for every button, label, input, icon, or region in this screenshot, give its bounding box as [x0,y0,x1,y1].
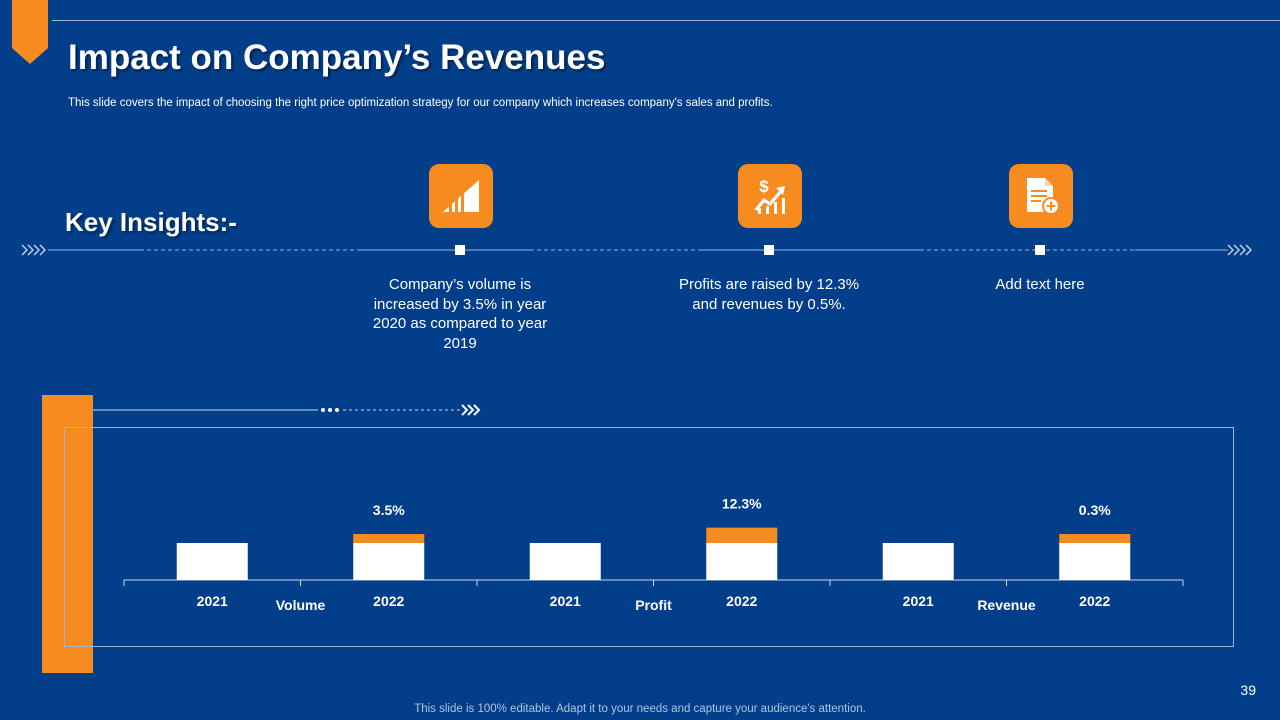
insight-profit-text: Profits are raised by 12.3% and revenues… [678,276,860,313]
bar-increase-volume-2022 [353,534,425,543]
accent-bar [42,395,93,673]
data-label-revenue: 0.3% [1079,502,1111,518]
footer-note: This slide is 100% editable. Adapt it to… [414,703,866,715]
chevrons-icon [461,404,481,416]
tick-label-year: 2021 [903,593,934,609]
top-divider [52,20,1280,21]
group-label-volume: Volume [276,597,326,613]
page-subtitle: This slide covers the impact of choosing… [68,97,773,109]
timeline [21,244,1252,256]
tick-label-year: 2021 [550,593,581,609]
growth-bars-icon [429,164,493,228]
data-label-profit: 12.3% [722,496,762,512]
page-title: Impact on Company’s Revenues [68,38,606,77]
bookmark-ribbon [12,0,48,64]
timeline-marker [455,245,465,255]
key-insights-heading: Key Insights:- [65,207,237,237]
data-label-volume: 3.5% [373,502,405,518]
bar-profit-2021 [529,543,601,580]
tick-label-year: 2022 [726,593,757,609]
page-number: 39 [1240,682,1256,698]
bar-increase-profit-2022 [706,527,778,543]
chart-decor-line [93,404,481,416]
timeline-left-chevrons-icon [21,244,46,256]
chart-frame [64,427,1234,647]
bar-volume-2021 [176,543,248,580]
svg-text:$: $ [759,177,769,196]
group-label-revenue: Revenue [977,597,1036,613]
insight-placeholder-text: Add text here [995,276,1085,293]
insight-volume-text: Company’s volume is increased by 3.5% in… [372,276,548,352]
document-add-icon [1009,164,1073,228]
bar-revenue-2021 [882,543,954,580]
timeline-right-chevrons-icon [1227,244,1252,256]
timeline-marker [1035,245,1045,255]
tick-label-year: 2022 [373,593,404,609]
dollar-growth-chart-icon: $ [738,164,802,228]
group-label-profit: Profit [635,597,672,613]
bar-increase-revenue-2022 [1059,534,1131,543]
bar-profit-2022 [706,543,778,580]
bar-revenue-2022 [1059,543,1131,580]
tick-label-year: 2021 [197,593,228,609]
bar-volume-2022 [353,543,425,580]
timeline-marker [764,245,774,255]
tick-label-year: 2022 [1079,593,1110,609]
